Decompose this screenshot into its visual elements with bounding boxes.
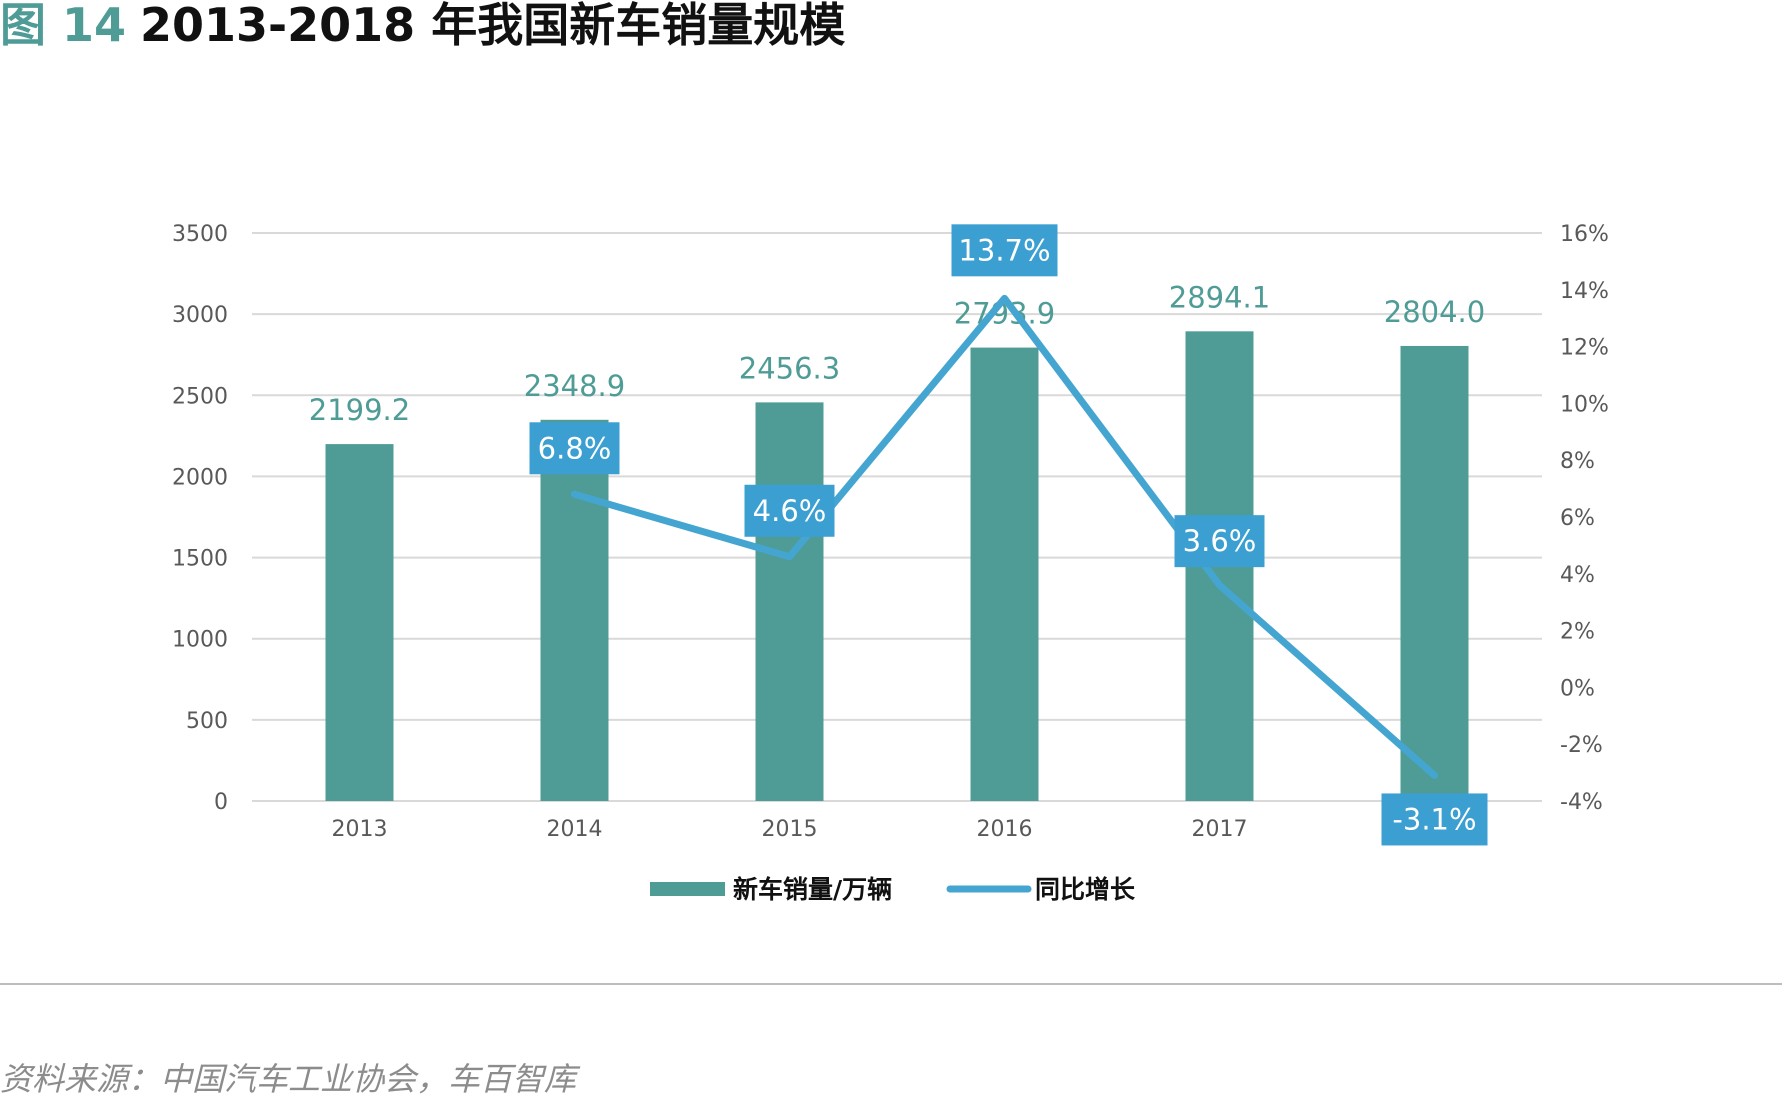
bar-value-label: 2348.9 [524, 369, 625, 403]
legend-label-growth: 同比增长 [1035, 875, 1136, 904]
right-tick-label: 14% [1560, 279, 1609, 304]
growth-label: 4.6% [744, 484, 835, 537]
bar [755, 402, 824, 801]
growth-label: -3.1% [1381, 793, 1488, 846]
bar-value-label: 2894.1 [1169, 280, 1270, 314]
bar-value-label: 2804.0 [1384, 295, 1485, 329]
right-tick-label: 6% [1560, 506, 1595, 531]
right-tick-label: -2% [1560, 733, 1603, 758]
growth-label: 6.8% [529, 422, 620, 475]
right-tick-label: 8% [1560, 449, 1595, 474]
growth-value-label: 13.7% [958, 233, 1050, 267]
legend-label-sales: 新车销量/万辆 [733, 875, 892, 904]
legend: 新车销量/万辆 同比增长 [650, 875, 1136, 904]
sales-chart: 0 500 1000 1500 2000 2500 3000 3500 -4% -2% 0% 2% 4… [172, 222, 1609, 904]
growth-value-label: -3.1% [1392, 802, 1476, 836]
figure-label: 图 14 [0, 0, 127, 52]
right-tick-label: 2% [1560, 620, 1595, 645]
right-tick-label: 16% [1560, 222, 1609, 247]
left-tick-label: 2500 [172, 384, 228, 409]
growth-label-box [1174, 515, 1265, 568]
growth-line-series [571, 294, 1438, 779]
figure-title: 图 14 2013-2018 年我国新车销量规模 [0, 0, 845, 51]
x-tick-label: 2015 [762, 817, 818, 842]
right-tick-label: -4% [1560, 790, 1603, 815]
left-tick-label: 500 [186, 709, 228, 734]
source-note: 资料来源：中国汽车工业协会，车百智库 [0, 1060, 577, 1098]
x-tick-label: 2014 [547, 817, 603, 842]
right-tick-label: 12% [1560, 336, 1609, 361]
growth-label: 3.6% [1174, 515, 1265, 568]
growth-label-box [744, 484, 835, 537]
bar-value-label: 2456.3 [739, 351, 840, 385]
left-tick-label: 3500 [172, 222, 228, 247]
gridlines [252, 232, 1542, 802]
bar-value-label: 2199.2 [309, 393, 410, 427]
growth-label-box [529, 422, 620, 475]
growth-value-label: 6.8% [538, 431, 612, 465]
figure-title-text: 2013-2018 年我国新车销量规模 [140, 0, 846, 52]
growth-value-label: 4.6% [753, 494, 827, 528]
right-tick-label: 10% [1560, 392, 1609, 417]
bar [325, 444, 394, 801]
bar [970, 347, 1039, 801]
x-tick-label: 2013 [332, 817, 388, 842]
x-tick-label: 2016 [977, 817, 1033, 842]
growth-value-label: 3.6% [1183, 524, 1257, 558]
bar [1400, 345, 1469, 801]
right-tick-label: 4% [1560, 563, 1595, 588]
left-axis-ticks: 0 500 1000 1500 2000 2500 3000 3500 [172, 222, 228, 815]
bar [540, 419, 609, 801]
growth-line [571, 294, 1438, 779]
left-tick-label: 2000 [172, 465, 228, 490]
growth-label-box [1381, 793, 1488, 846]
x-tick-label: 2017 [1192, 817, 1248, 842]
bar-series [325, 331, 1469, 801]
legend-swatch-sales [650, 882, 725, 896]
growth-value-labels: 6.8% 4.6% 13.7% 3.6% -3.1% [529, 224, 1488, 846]
right-tick-label: 0% [1560, 676, 1595, 701]
divider-line [0, 983, 1782, 985]
x-axis-ticks: 201320142015201620172018 [332, 817, 1463, 842]
left-tick-label: 3000 [172, 303, 228, 328]
left-tick-label: 1500 [172, 547, 228, 572]
left-tick-label: 1000 [172, 628, 228, 653]
right-axis-ticks: -4% -2% 0% 2% 4% 6% 8% 10% 12% 14% 16% [1560, 222, 1609, 815]
left-tick-label: 0 [214, 790, 228, 815]
growth-label: 13.7% [951, 224, 1058, 277]
growth-label-box [951, 224, 1058, 277]
